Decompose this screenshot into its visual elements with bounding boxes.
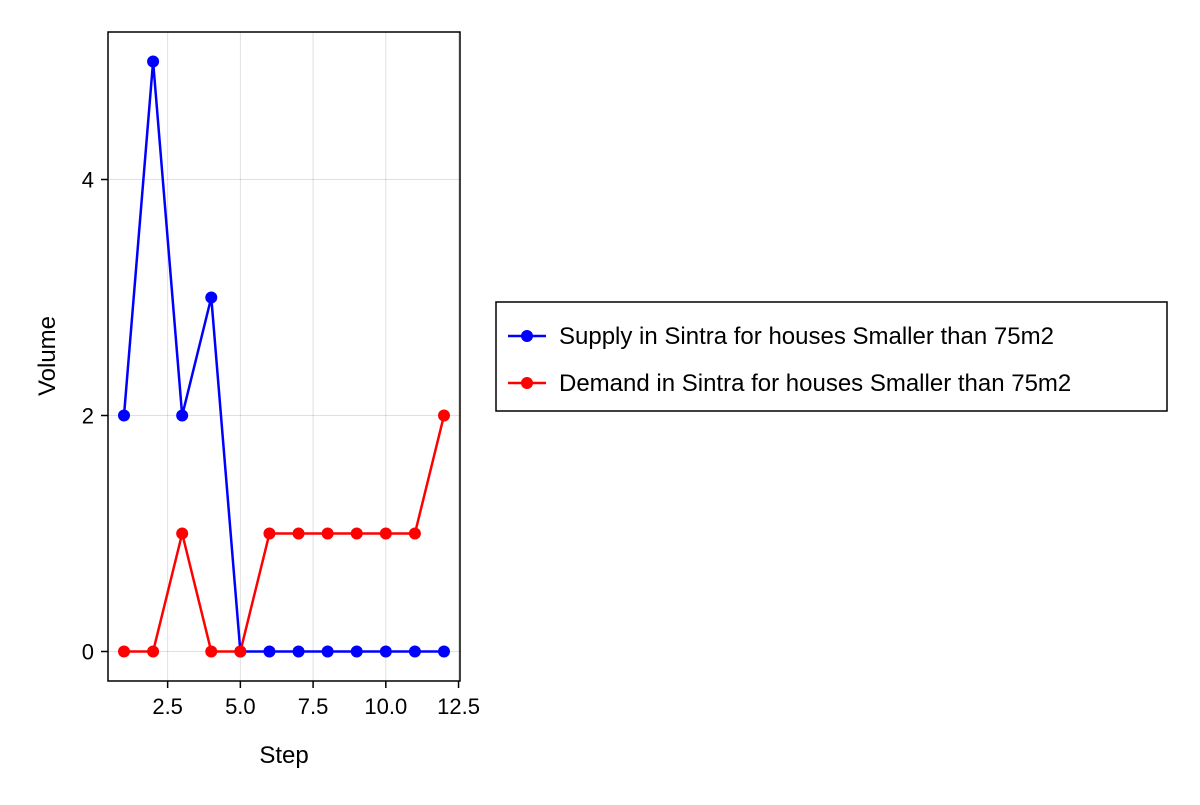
demand-point (293, 528, 305, 540)
legend-label-supply: Supply in Sintra for houses Smaller than… (559, 323, 1054, 350)
demand-point (234, 646, 246, 658)
x-tick-label: 2.5 (152, 694, 183, 719)
supply-point (263, 646, 275, 658)
x-tick-label: 5.0 (225, 694, 256, 719)
supply-point (409, 646, 421, 658)
demand-point (322, 528, 334, 540)
demand-point (409, 528, 421, 540)
demand-point (176, 528, 188, 540)
supply-point (176, 410, 188, 422)
x-tick-label: 12.5 (437, 694, 480, 719)
legend-swatch-marker (521, 330, 533, 342)
legend-label-demand: Demand in Sintra for houses Smaller than… (559, 370, 1071, 397)
supply-point (147, 56, 159, 68)
x-tick-label: 7.5 (298, 694, 329, 719)
legend-swatch-marker (521, 377, 533, 389)
supply-point (118, 410, 130, 422)
demand-point (147, 646, 159, 658)
supply-point (293, 646, 305, 658)
demand-point (380, 528, 392, 540)
supply-point (380, 646, 392, 658)
supply-point (322, 646, 334, 658)
demand-point (263, 528, 275, 540)
y-tick-label: 4 (82, 168, 94, 193)
supply-point (438, 646, 450, 658)
demand-point (438, 410, 450, 422)
demand-point (118, 646, 130, 658)
y-axis-label: Volume (34, 316, 61, 396)
demand-point (205, 646, 217, 658)
y-tick-label: 0 (82, 640, 94, 665)
y-tick-label: 2 (82, 404, 94, 429)
supply-point (205, 292, 217, 304)
x-tick-label: 10.0 (364, 694, 407, 719)
x-axis-label: Step (259, 742, 308, 769)
supply-point (351, 646, 363, 658)
demand-point (351, 528, 363, 540)
legend: Supply in Sintra for houses Smaller than… (496, 302, 1167, 411)
